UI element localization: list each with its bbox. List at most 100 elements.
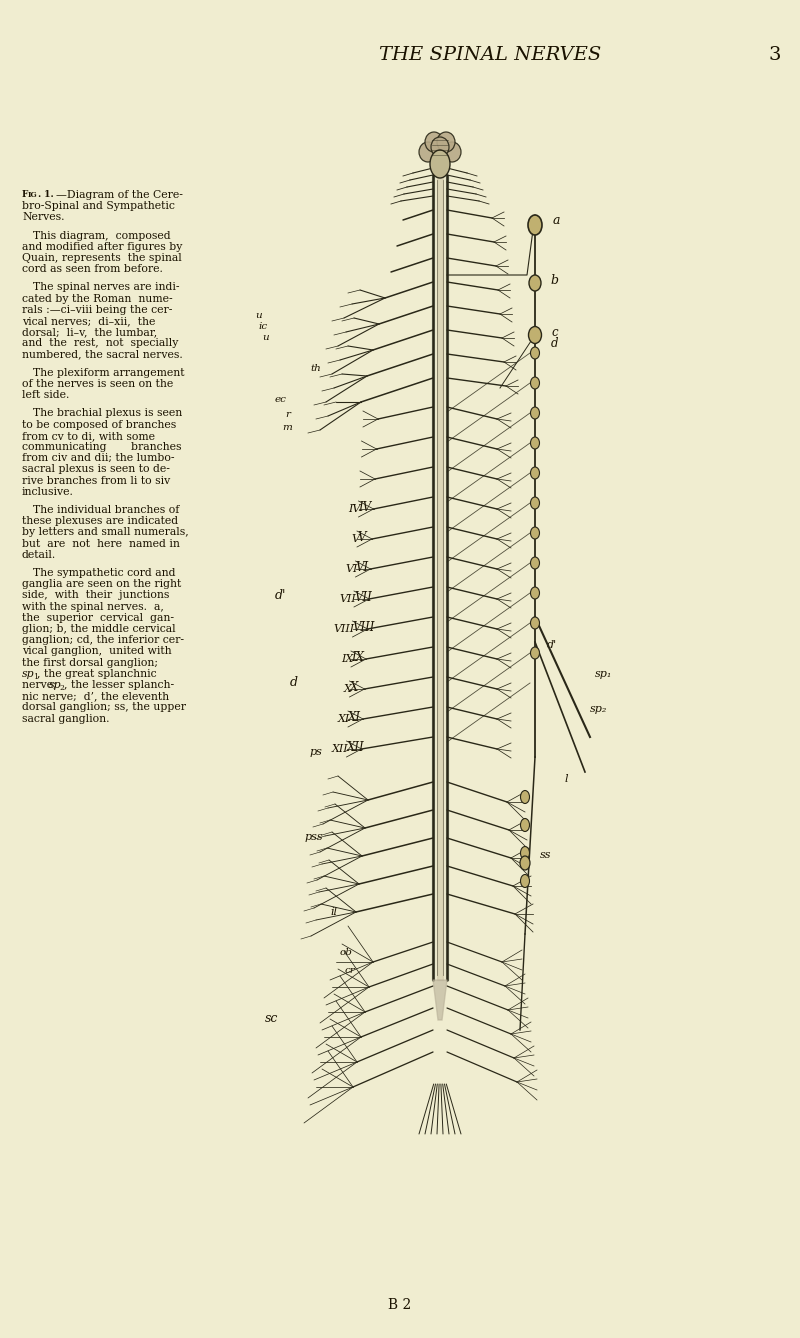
Text: numbered, the sacral nerves.: numbered, the sacral nerves. — [22, 349, 182, 360]
Text: IV: IV — [358, 500, 372, 514]
Ellipse shape — [530, 617, 539, 629]
Text: XII: XII — [332, 744, 349, 755]
Text: VI: VI — [355, 561, 369, 574]
Text: 2: 2 — [60, 684, 65, 692]
Text: X: X — [344, 684, 351, 694]
Text: by letters and small numerals,: by letters and small numerals, — [22, 527, 189, 538]
Text: VIII: VIII — [334, 624, 354, 634]
Text: —Diagram of the Cere-: —Diagram of the Cere- — [56, 190, 183, 199]
Ellipse shape — [530, 407, 539, 419]
Text: IX: IX — [341, 654, 353, 664]
Text: inclusive.: inclusive. — [22, 487, 74, 496]
Ellipse shape — [521, 791, 530, 804]
Text: but  are  not  here  named in: but are not here named in — [22, 539, 180, 549]
Text: XI: XI — [348, 710, 361, 724]
Text: m: m — [282, 423, 292, 432]
Ellipse shape — [530, 377, 539, 389]
Text: ps: ps — [310, 747, 323, 757]
Text: u: u — [255, 310, 262, 320]
Text: side,  with  their  junctions: side, with their junctions — [22, 590, 170, 601]
Text: sacral plexus is seen to de-: sacral plexus is seen to de- — [22, 464, 170, 475]
Text: The individual branches of: The individual branches of — [22, 504, 179, 515]
Ellipse shape — [530, 496, 539, 508]
Ellipse shape — [530, 648, 539, 660]
Text: d: d — [290, 676, 298, 689]
Text: V: V — [357, 530, 366, 543]
Text: V: V — [351, 534, 359, 545]
Text: , the lesser splanch-: , the lesser splanch- — [64, 680, 174, 690]
Ellipse shape — [530, 587, 539, 599]
Text: VII: VII — [339, 594, 356, 603]
Text: sp: sp — [49, 680, 62, 690]
Text: Nerves.: Nerves. — [22, 213, 65, 222]
Ellipse shape — [419, 142, 437, 162]
Text: 1: 1 — [33, 673, 38, 681]
Text: these plexuses are indicated: these plexuses are indicated — [22, 516, 178, 526]
Ellipse shape — [529, 326, 542, 344]
Text: nic nerve;  d’, the eleventh: nic nerve; d’, the eleventh — [22, 692, 169, 701]
Text: sp₁: sp₁ — [595, 669, 612, 678]
Ellipse shape — [530, 527, 539, 539]
Text: il: il — [330, 907, 337, 917]
Ellipse shape — [521, 847, 530, 859]
Text: VII: VII — [354, 590, 372, 603]
Ellipse shape — [530, 557, 539, 569]
Text: , the great splanchnic: , the great splanchnic — [37, 669, 157, 678]
Ellipse shape — [530, 467, 539, 479]
Text: ic: ic — [258, 322, 267, 330]
Text: sp₂: sp₂ — [590, 704, 607, 714]
Text: XI: XI — [338, 714, 350, 724]
Ellipse shape — [529, 276, 541, 290]
Ellipse shape — [521, 819, 530, 831]
Ellipse shape — [443, 142, 461, 162]
Ellipse shape — [520, 856, 530, 870]
Text: from cv to di, with some: from cv to di, with some — [22, 431, 155, 440]
Text: from civ and dii; the lumbo-: from civ and dii; the lumbo- — [22, 454, 174, 463]
Text: IG: IG — [28, 191, 38, 199]
Text: The spinal nerves are indi-: The spinal nerves are indi- — [22, 282, 179, 293]
Text: r: r — [285, 409, 290, 419]
Text: IX: IX — [351, 650, 364, 664]
Ellipse shape — [431, 136, 449, 157]
Text: The sympathetic cord and: The sympathetic cord and — [22, 569, 175, 578]
Polygon shape — [433, 979, 447, 1020]
Text: and modified after figures by: and modified after figures by — [22, 242, 182, 252]
Text: of the nerves is seen on the: of the nerves is seen on the — [22, 379, 174, 389]
Text: rive branches from li to siv: rive branches from li to siv — [22, 475, 170, 486]
Text: d: d — [551, 336, 558, 349]
Text: communicating       branches: communicating branches — [22, 442, 182, 452]
Text: XII: XII — [346, 740, 364, 753]
Text: a: a — [553, 214, 561, 226]
Text: cr: cr — [345, 966, 356, 974]
Text: glion; b, the middle cervical: glion; b, the middle cervical — [22, 624, 176, 634]
Text: VI: VI — [345, 565, 358, 574]
Text: b: b — [550, 273, 558, 286]
Text: This diagram,  composed: This diagram, composed — [22, 230, 170, 241]
Text: sacral ganglion.: sacral ganglion. — [22, 713, 110, 724]
Text: ganglia are seen on the right: ganglia are seen on the right — [22, 579, 182, 589]
Text: with the spinal nerves.  a,: with the spinal nerves. a, — [22, 602, 164, 611]
Text: IV: IV — [348, 504, 361, 514]
Ellipse shape — [425, 132, 443, 153]
Text: l: l — [565, 773, 569, 784]
Text: d': d' — [547, 640, 557, 650]
Text: left side.: left side. — [22, 391, 70, 400]
Text: 3: 3 — [769, 45, 782, 64]
Text: cord as seen from before.: cord as seen from before. — [22, 264, 163, 274]
Text: . 1.: . 1. — [38, 190, 54, 199]
Text: the  superior  cervical  gan-: the superior cervical gan- — [22, 613, 174, 622]
Text: bro-Spinal and Sympathetic: bro-Spinal and Sympathetic — [22, 201, 175, 211]
Text: F: F — [22, 190, 28, 199]
Text: pss: pss — [305, 832, 324, 842]
Text: The brachial plexus is seen: The brachial plexus is seen — [22, 408, 182, 419]
Text: to be composed of branches: to be composed of branches — [22, 420, 176, 429]
Text: the first dorsal ganglion;: the first dorsal ganglion; — [22, 657, 158, 668]
Ellipse shape — [530, 438, 539, 450]
Text: and  the  rest,  not  specially: and the rest, not specially — [22, 339, 178, 348]
Ellipse shape — [521, 875, 530, 887]
Text: d': d' — [275, 589, 286, 602]
Text: vical ganglion,  united with: vical ganglion, united with — [22, 646, 172, 657]
Text: ob: ob — [340, 947, 353, 957]
Text: ec: ec — [275, 395, 287, 404]
Text: vical nerves;  di–xii,  the: vical nerves; di–xii, the — [22, 316, 155, 326]
